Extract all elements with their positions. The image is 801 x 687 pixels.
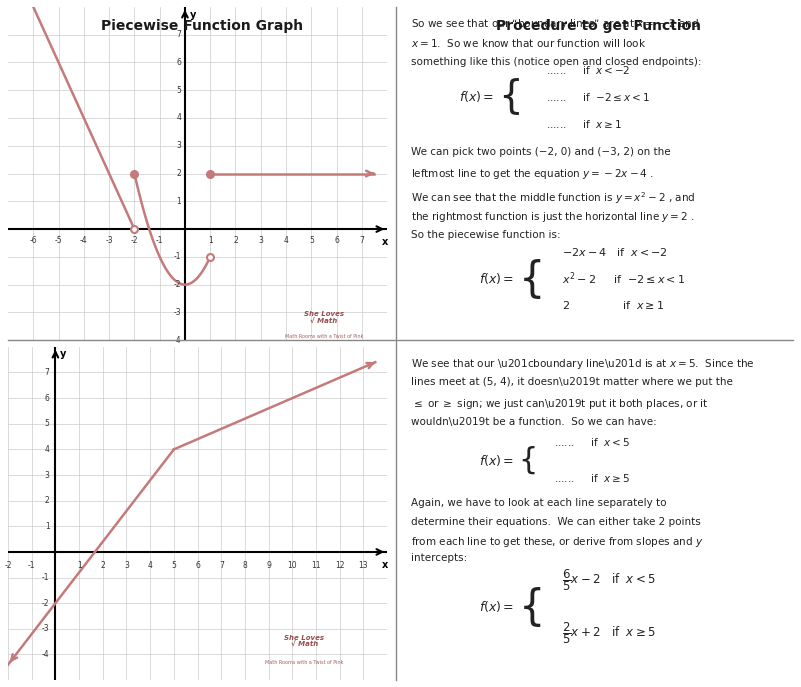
- Text: $x=1$.  So we know that our function will look: $x=1$. So we know that our function will…: [411, 37, 646, 49]
- Text: -3: -3: [174, 308, 181, 317]
- Text: She Loves
√ Math: She Loves √ Math: [284, 635, 324, 649]
- Text: $f(x)=$: $f(x)=$: [459, 89, 494, 104]
- Text: ......     if  $-2 \leq x < 1$: ...... if $-2 \leq x < 1$: [546, 91, 650, 103]
- Text: 3: 3: [259, 236, 264, 245]
- Text: 3: 3: [176, 142, 181, 150]
- Text: We can pick two points (−2, 0) and (−3, 2) on the: We can pick two points (−2, 0) and (−3, …: [411, 147, 670, 157]
- Text: Math Rooms with a Twist of Pink: Math Rooms with a Twist of Pink: [285, 333, 363, 339]
- Text: $\dfrac{2}{5}x+2$   if  $x \geq 5$: $\dfrac{2}{5}x+2$ if $x \geq 5$: [562, 620, 656, 646]
- Text: 3: 3: [45, 471, 50, 480]
- Text: 5: 5: [176, 86, 181, 95]
- Text: $\dfrac{6}{5}x-2$   if  $x < 5$: $\dfrac{6}{5}x-2$ if $x < 5$: [562, 567, 656, 593]
- Text: 7: 7: [45, 368, 50, 377]
- Text: 1: 1: [207, 236, 212, 245]
- Text: x: x: [381, 560, 388, 570]
- Text: 6: 6: [176, 58, 181, 67]
- Text: intercepts:: intercepts:: [411, 554, 467, 563]
- Text: ......     if  $x < 5$: ...... if $x < 5$: [554, 436, 630, 448]
- Text: y: y: [190, 10, 196, 20]
- Text: $\{$: $\{$: [518, 444, 536, 476]
- Text: determine their equations.  We can either take 2 points: determine their equations. We can either…: [411, 517, 701, 527]
- Text: $f(x)=$: $f(x)=$: [479, 271, 514, 286]
- Text: -4: -4: [174, 336, 181, 345]
- Text: x: x: [381, 238, 388, 247]
- Text: Math Rooms with a Twist of Pink: Math Rooms with a Twist of Pink: [265, 660, 344, 665]
- Text: $\{$: $\{$: [518, 256, 541, 300]
- Text: 2: 2: [45, 496, 50, 505]
- Text: 7: 7: [360, 236, 364, 245]
- Text: -2: -2: [4, 561, 12, 570]
- Text: -1: -1: [156, 236, 163, 245]
- Text: 4: 4: [176, 113, 181, 122]
- Text: Procedure to get Function: Procedure to get Function: [497, 19, 701, 33]
- Text: 6: 6: [45, 394, 50, 403]
- Text: 4: 4: [284, 236, 288, 245]
- Text: 4: 4: [147, 561, 153, 570]
- Text: 13: 13: [359, 561, 368, 570]
- Text: 3: 3: [124, 561, 129, 570]
- Text: from each line to get these, or derive from slopes and $y$: from each line to get these, or derive f…: [411, 535, 703, 549]
- Text: So the piecewise function is:: So the piecewise function is:: [411, 230, 561, 240]
- Text: 4: 4: [45, 445, 50, 454]
- Text: $-2x-4$   if  $x < -2$: $-2x-4$ if $x < -2$: [562, 246, 668, 258]
- Text: ......     if  $x \geq 5$: ...... if $x \geq 5$: [554, 473, 630, 484]
- Text: So we see that our “boundary lines” are at $x=-2$ and: So we see that our “boundary lines” are …: [411, 17, 698, 31]
- Text: 5: 5: [45, 419, 50, 428]
- Text: lines meet at (5, 4), it doesn\u2019t matter where we put the: lines meet at (5, 4), it doesn\u2019t ma…: [411, 377, 733, 387]
- Text: 6: 6: [334, 236, 339, 245]
- Text: 9: 9: [266, 561, 271, 570]
- Text: $f(x)=$: $f(x)=$: [479, 453, 514, 468]
- Text: 11: 11: [312, 561, 320, 570]
- Text: -4: -4: [42, 650, 50, 659]
- Text: -6: -6: [30, 236, 37, 245]
- Text: -2: -2: [131, 236, 138, 245]
- Text: 5: 5: [309, 236, 314, 245]
- Text: $\{$: $\{$: [498, 76, 521, 117]
- Text: We can see that the middle function is $y = x^2 - 2$ , and: We can see that the middle function is $…: [411, 190, 695, 206]
- Text: Again, we have to look at each line separately to: Again, we have to look at each line sepa…: [411, 499, 666, 508]
- Text: -1: -1: [28, 561, 35, 570]
- Text: 1: 1: [77, 561, 82, 570]
- Text: $x^2-2$     if  $-2 \leq x < 1$: $x^2-2$ if $-2 \leq x < 1$: [562, 270, 686, 286]
- Text: the rightmost function is just the horizontal line $y = 2$ .: the rightmost function is just the horiz…: [411, 210, 694, 224]
- Text: -1: -1: [174, 252, 181, 261]
- Text: 2: 2: [100, 561, 105, 570]
- Text: wouldn\u2019t be a function.  So we can have:: wouldn\u2019t be a function. So we can h…: [411, 417, 657, 427]
- Text: $\leq$ or $\geq$ sign; we just can\u2019t put it both places, or it: $\leq$ or $\geq$ sign; we just can\u2019…: [411, 397, 708, 411]
- Text: ......     if  $x < -2$: ...... if $x < -2$: [546, 64, 630, 76]
- Text: 2: 2: [233, 236, 238, 245]
- Text: 12: 12: [335, 561, 344, 570]
- Text: y: y: [60, 350, 66, 359]
- Text: 1: 1: [176, 196, 181, 206]
- Text: ......     if  $x \geq 1$: ...... if $x \geq 1$: [546, 117, 622, 130]
- Text: -4: -4: [80, 236, 87, 245]
- Text: $f(x)=$: $f(x)=$: [479, 599, 514, 614]
- Text: $\{$: $\{$: [518, 585, 541, 629]
- Text: leftmost line to get the equation $y = -2x - 4$ .: leftmost line to get the equation $y = -…: [411, 167, 654, 181]
- Text: 7: 7: [219, 561, 223, 570]
- Text: -1: -1: [42, 573, 50, 582]
- Text: $2$               if  $x \geq 1$: $2$ if $x \geq 1$: [562, 299, 665, 311]
- Text: -2: -2: [42, 598, 50, 608]
- Text: -2: -2: [174, 280, 181, 289]
- Text: 8: 8: [243, 561, 248, 570]
- Text: -5: -5: [54, 236, 62, 245]
- Text: 2: 2: [176, 169, 181, 178]
- Text: 1: 1: [45, 522, 50, 531]
- Text: something like this (notice open and closed endpoints):: something like this (notice open and clo…: [411, 57, 702, 67]
- Text: -3: -3: [105, 236, 113, 245]
- Text: -3: -3: [42, 624, 50, 633]
- Text: We see that our \u201cboundary line\u201d is at $x=5$.  Since the: We see that our \u201cboundary line\u201…: [411, 357, 755, 371]
- Text: 7: 7: [176, 30, 181, 39]
- Text: 6: 6: [195, 561, 200, 570]
- Text: Piecewise Function Graph: Piecewise Function Graph: [101, 19, 304, 33]
- Text: 10: 10: [288, 561, 297, 570]
- Text: She Loves
√ Math: She Loves √ Math: [304, 311, 344, 324]
- Text: 5: 5: [171, 561, 176, 570]
